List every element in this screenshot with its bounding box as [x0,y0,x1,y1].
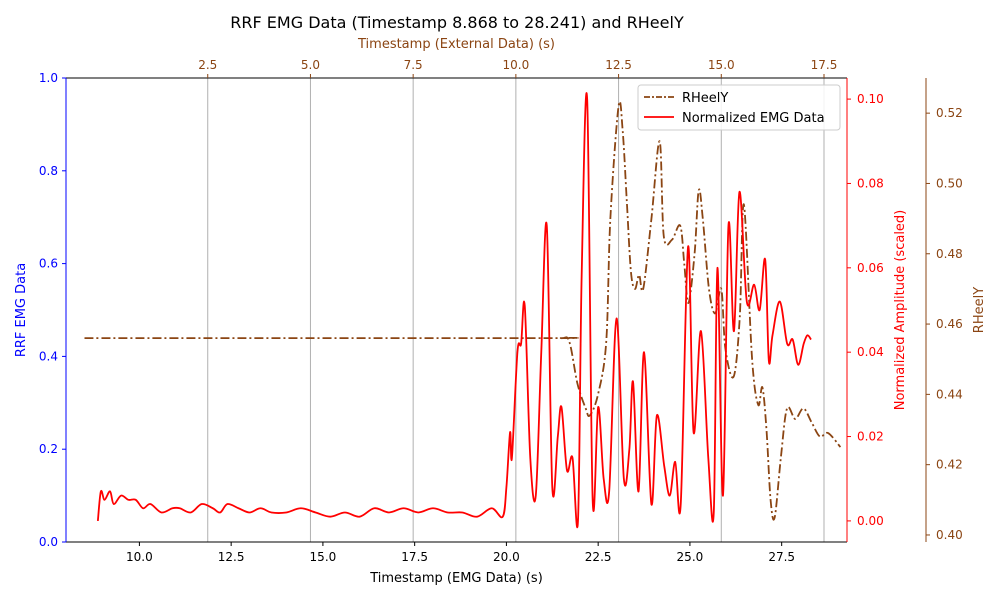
y-left-tick-label: 0.8 [39,164,58,178]
legend-label: RHeelY [682,91,728,106]
x-top-tick-label: 10.0 [503,58,530,72]
series-line-normalized-emg [96,92,812,529]
chart-title: RRF EMG Data (Timestamp 8.868 to 28.241)… [230,13,684,32]
y-left-tick-label: 1.0 [39,71,58,85]
x-top-tick-label: 5.0 [301,58,320,72]
y-right2-tick-label: 0.46 [936,317,963,331]
x-top-axis-label: Timestamp (External Data) (s) [357,37,555,52]
x-top-tick-label: 15.0 [708,58,735,72]
y-left-axis-label: RRF EMG Data [14,263,29,357]
x-top-tick-label: 2.5 [198,58,217,72]
x-bottom-tick-label: 17.5 [401,550,428,564]
legend: RHeelY Normalized EMG Data [637,84,841,131]
y-right2-tick-label: 0.40 [936,528,963,542]
x-bottom-tick-label: 12.5 [218,550,245,564]
y-left-tick-label: 0.6 [39,257,58,271]
y-right1-tick-label: 0.02 [857,430,884,444]
x-top-tick-label: 7.5 [404,58,423,72]
y-left-tick-label: 0.0 [39,535,58,549]
legend-label: Normalized EMG Data [682,111,825,126]
y-right2-tick-label: 0.42 [936,458,963,472]
y-right2-tick-label: 0.50 [936,176,963,190]
y-right1-axis-label: Normalized Amplitude (scaled) [893,210,908,411]
y-left-tick-label: 0.2 [39,442,58,456]
y-right2-tick-label: 0.48 [936,247,963,261]
x-bottom-tick-label: 15.0 [310,550,337,564]
y-right1-tick-label: 0.10 [857,92,884,106]
x-bottom-tick-label: 20.0 [493,550,520,564]
x-bottom-axis-label: Timestamp (EMG Data) (s) [369,571,543,586]
x-bottom-tick-label: 27.5 [768,550,795,564]
y-right2-tick-label: 0.44 [936,387,963,401]
y-right1-tick-label: 0.08 [857,176,884,190]
x-bottom-tick-label: 25.0 [677,550,704,564]
x-bottom-tick-label: 10.0 [126,550,153,564]
legend-box [637,84,841,131]
x-top-tick-label: 17.5 [811,58,838,72]
y-right2-axis-label: RHeelY [972,287,987,333]
x-bottom-tick-label: 22.5 [585,550,612,564]
x-top-tick-label: 12.5 [605,58,632,72]
y-right1-tick-label: 0.00 [857,514,884,528]
axes-layer: 10.0 12.5 15.0 17.5 20.0 22.5 25.0 27.5 Timestam… [14,37,987,586]
y-right2-tick-label: 0.52 [936,106,963,120]
y-left-tick-label: 0.4 [39,349,58,363]
series-layer [84,92,842,529]
y-right1-tick-label: 0.04 [857,345,884,359]
grid-layer [207,78,825,542]
y-right1-tick-label: 0.06 [857,261,884,275]
